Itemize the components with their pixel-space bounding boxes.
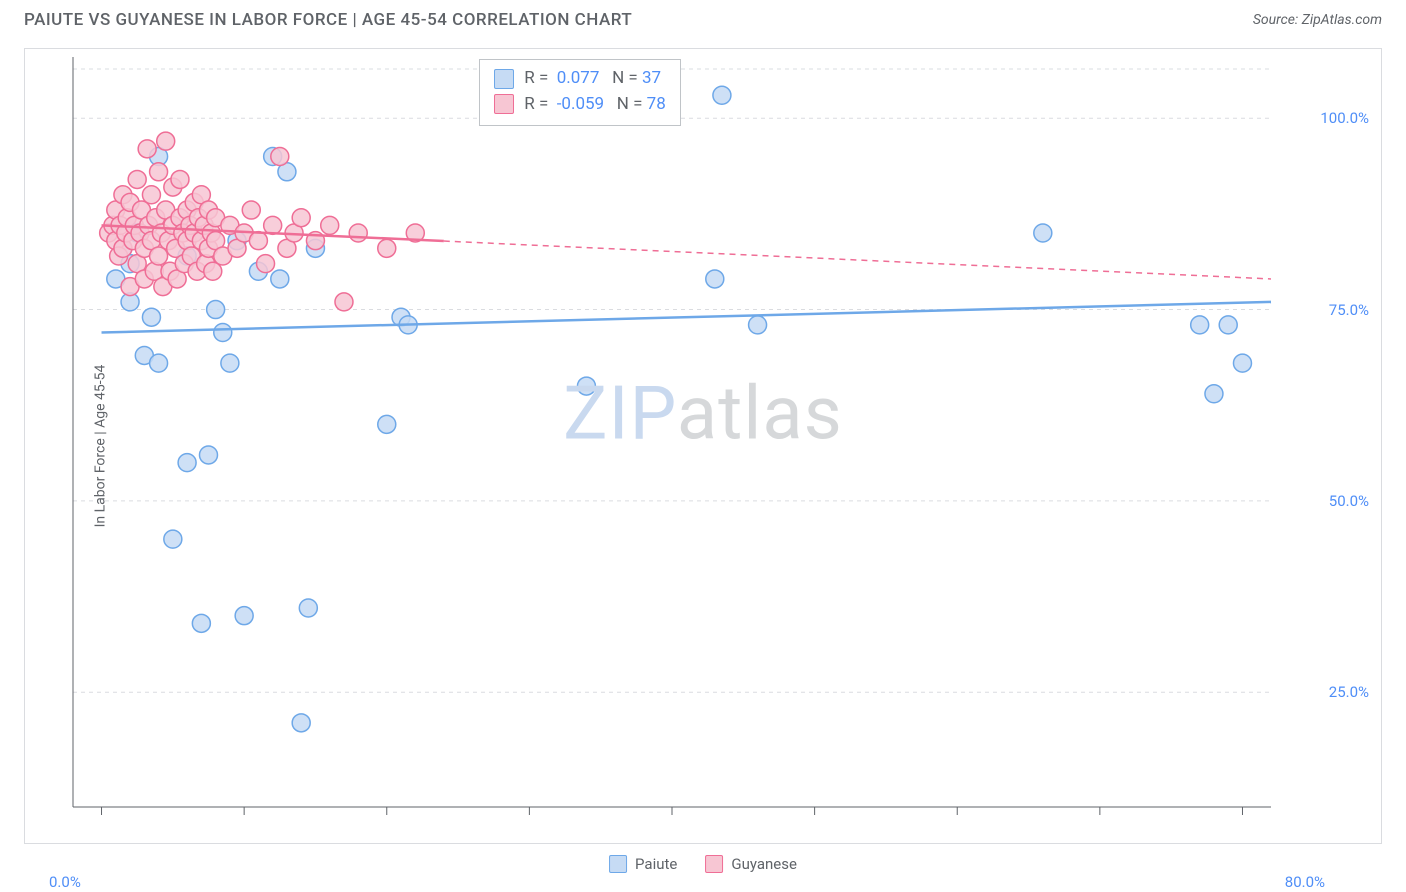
data-point xyxy=(257,255,275,273)
legend-swatch xyxy=(609,855,627,873)
data-point xyxy=(199,446,217,464)
x-max-label: 80.0% xyxy=(1285,873,1325,891)
data-point xyxy=(292,714,310,732)
chart-title: PAIUTE VS GUYANESE IN LABOR FORCE | AGE … xyxy=(24,10,632,30)
data-point xyxy=(1233,354,1251,372)
data-point xyxy=(150,163,168,181)
data-point xyxy=(349,224,367,242)
correlation-legend: R = 0.077 N = 37R = -0.059 N = 78 xyxy=(479,59,681,126)
data-point xyxy=(214,324,232,342)
data-point xyxy=(271,270,289,288)
data-point xyxy=(178,454,196,472)
x-min-label: 0.0% xyxy=(49,873,81,891)
scatter-chart xyxy=(25,49,1383,845)
correlation-row: R = 0.077 N = 37 xyxy=(494,66,666,92)
y-axis-label: In Labor Force | Age 45-54 xyxy=(92,365,108,528)
data-point xyxy=(138,140,156,158)
source-label: Source: ZipAtlas.com xyxy=(1253,12,1382,28)
data-point xyxy=(192,614,210,632)
legend-item: Paiute xyxy=(609,855,677,873)
chart-container: In Labor Force | Age 45-54 ZIPatlas 25.0… xyxy=(24,48,1382,844)
data-point xyxy=(164,530,182,548)
correlation-row: R = -0.059 N = 78 xyxy=(494,92,666,118)
legend-label: Paiute xyxy=(635,855,677,873)
data-point xyxy=(335,293,353,311)
data-point xyxy=(242,201,260,219)
data-point xyxy=(1219,316,1237,334)
legend-swatch xyxy=(494,69,514,89)
data-point xyxy=(142,186,160,204)
y-tick-label: 25.0% xyxy=(1329,683,1369,701)
data-point xyxy=(235,607,253,625)
data-point xyxy=(749,316,767,334)
data-point xyxy=(142,308,160,326)
data-point xyxy=(249,232,267,250)
data-point xyxy=(378,415,396,433)
data-point xyxy=(706,270,724,288)
data-point xyxy=(713,86,731,104)
legend-swatch xyxy=(494,94,514,114)
data-point xyxy=(1191,316,1209,334)
series-legend: Paiute Guyanese xyxy=(609,855,797,873)
data-point xyxy=(271,147,289,165)
data-point xyxy=(1034,224,1052,242)
data-point xyxy=(221,354,239,372)
correlation-text: R = -0.059 N = 78 xyxy=(524,92,666,118)
data-point xyxy=(207,301,225,319)
correlation-text: R = 0.077 N = 37 xyxy=(524,66,661,92)
data-point xyxy=(128,170,146,188)
data-point xyxy=(321,216,339,234)
y-tick-label: 100.0% xyxy=(1320,109,1369,127)
y-tick-label: 50.0% xyxy=(1329,492,1369,510)
trend-line-extrapolated xyxy=(444,241,1271,279)
data-point xyxy=(299,599,317,617)
data-point xyxy=(171,170,189,188)
legend-swatch xyxy=(705,855,723,873)
data-point xyxy=(577,377,595,395)
legend-label: Guyanese xyxy=(731,855,797,873)
data-point xyxy=(150,354,168,372)
data-point xyxy=(378,239,396,257)
data-point xyxy=(157,132,175,150)
legend-item: Guyanese xyxy=(705,855,797,873)
trend-line xyxy=(102,302,1271,333)
data-point xyxy=(292,209,310,227)
data-point xyxy=(1205,385,1223,403)
y-tick-label: 75.0% xyxy=(1329,301,1369,319)
